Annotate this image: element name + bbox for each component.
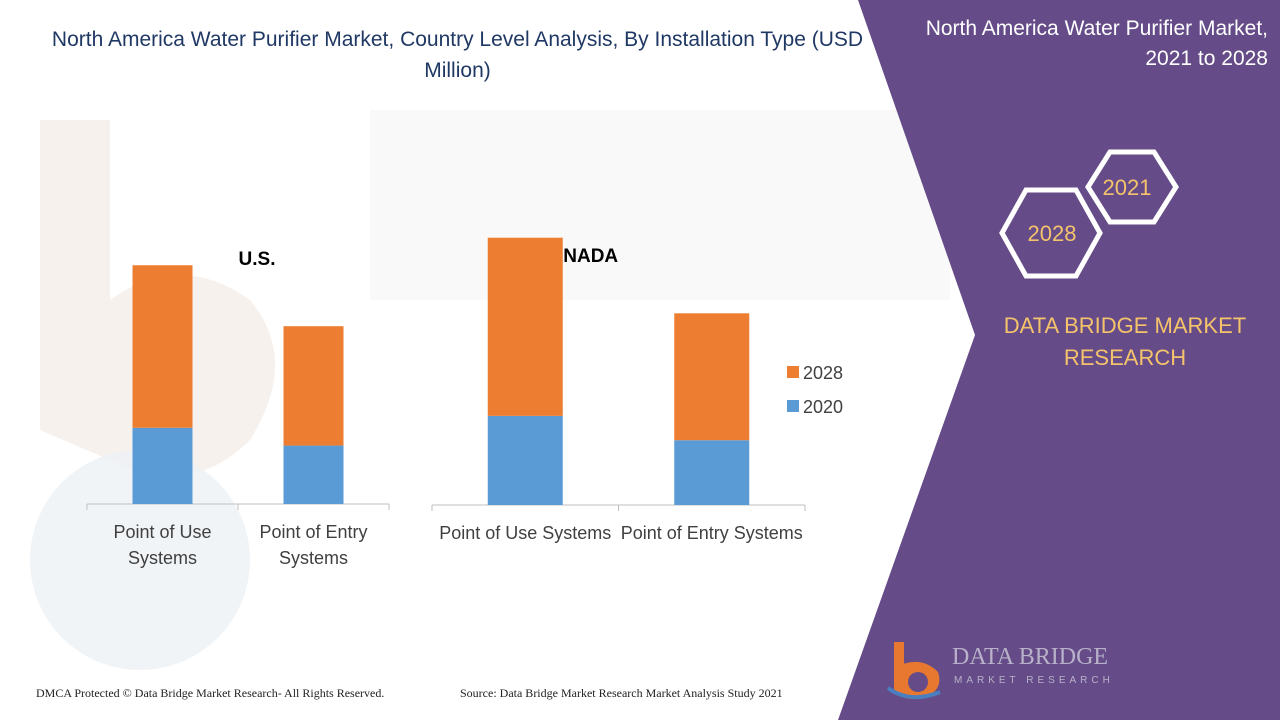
brand-name: DATA BRIDGE MARKET RESEARCH (1003, 313, 1247, 370)
bar-2028 (674, 313, 750, 441)
hex-2021-shape (1085, 149, 1179, 225)
legend-label-2028: 2028 (803, 363, 843, 383)
bar-2028 (283, 326, 344, 446)
legend-label-2020: 2020 (803, 397, 843, 417)
category-label: Systems (279, 548, 348, 568)
bar-2028 (132, 265, 193, 428)
bar-2028 (487, 237, 563, 416)
data-bridge-logo: DATA BRIDGE MARKET RESEARCH (880, 638, 1120, 704)
hex-2028-shape (999, 187, 1103, 279)
hex-2028-label: 2028 (1028, 221, 1077, 246)
logo-icon (886, 642, 941, 700)
category-label: Systems (128, 548, 197, 568)
chart-title-1: U.S. (239, 249, 276, 270)
bar-2020 (283, 445, 344, 504)
chart-main-title: North America Water Purifier Market, Cou… (51, 28, 864, 82)
year-hexagons: 2021 2028 (999, 149, 1179, 279)
bar-2020 (132, 427, 193, 504)
logo-subtitle: MARKET RESEARCH (954, 675, 1114, 686)
category-label: Point of Use Systems (439, 523, 611, 543)
category-label: Point of Use (113, 522, 211, 542)
category-label: Point of Entry (259, 522, 367, 542)
logo-wordmark: DATA BRIDGE (952, 644, 1109, 670)
footer-source: Source: Data Bridge Market Research Mark… (460, 686, 783, 700)
bar-2020 (674, 440, 750, 505)
hex-2021-label: 2021 (1103, 175, 1152, 200)
legend-swatch-2028 (787, 366, 799, 378)
category-label: Point of Entry Systems (621, 523, 803, 543)
legend-swatch-2020 (787, 400, 799, 412)
bar-2020 (487, 415, 563, 505)
panel-title: North America Water Purifier Market, 202… (925, 17, 1268, 70)
footer-dmca: DMCA Protected © Data Bridge Market Rese… (36, 686, 385, 700)
